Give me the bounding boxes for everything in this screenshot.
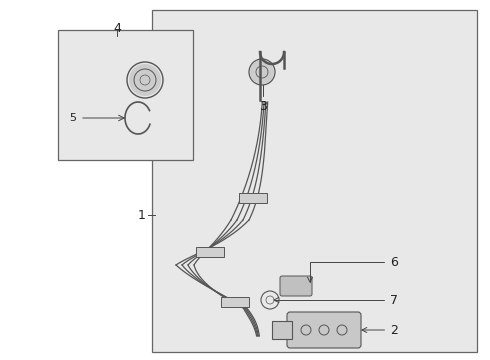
Text: 2: 2 — [362, 324, 398, 337]
Text: 6: 6 — [308, 256, 398, 282]
Bar — [239, 193, 267, 203]
Text: 1: 1 — [138, 208, 146, 221]
Bar — [196, 247, 224, 257]
Text: 7: 7 — [274, 293, 398, 306]
Circle shape — [250, 60, 274, 84]
Text: 5: 5 — [69, 113, 76, 123]
Bar — [272, 321, 292, 339]
Circle shape — [129, 64, 161, 96]
FancyBboxPatch shape — [287, 312, 361, 348]
Bar — [152, 10, 477, 352]
Bar — [58, 30, 193, 160]
FancyBboxPatch shape — [280, 276, 312, 296]
Bar — [221, 297, 249, 307]
Text: 4: 4 — [113, 22, 121, 35]
Text: 3: 3 — [259, 100, 267, 113]
